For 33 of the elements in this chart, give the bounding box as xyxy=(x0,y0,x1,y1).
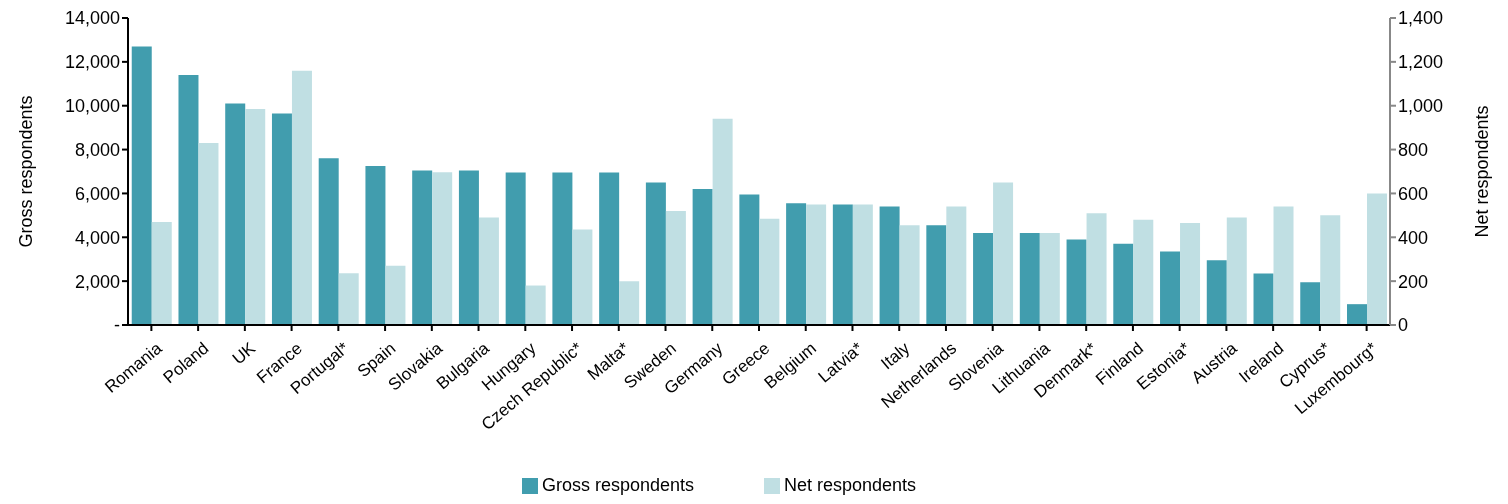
y2-tick-label: 400 xyxy=(1398,227,1429,248)
x-tick-label: UK xyxy=(228,338,260,369)
y2-tick-label: 1,200 xyxy=(1398,52,1444,73)
y2-tick-label: 600 xyxy=(1398,183,1429,204)
y2-tick-label: 1,000 xyxy=(1398,96,1444,117)
bar xyxy=(338,273,359,325)
bar xyxy=(599,172,620,325)
bar xyxy=(1347,304,1367,325)
y-tick-label: 10,000 xyxy=(64,96,120,117)
bar xyxy=(318,158,339,325)
y2-tick-label: 1,400 xyxy=(1398,8,1444,29)
bar xyxy=(365,166,386,325)
legend-label: Gross respondents xyxy=(541,475,694,495)
y-axis-title: Gross respondents xyxy=(16,95,37,248)
y-tick-label: 4,000 xyxy=(74,227,120,248)
bar xyxy=(1320,215,1341,325)
bar xyxy=(131,46,152,325)
y2-tick-label: 200 xyxy=(1398,271,1429,292)
y-tick-label: 12,000 xyxy=(64,52,120,73)
bar xyxy=(505,172,526,325)
bar xyxy=(619,281,640,325)
y2-tick-label: 800 xyxy=(1398,139,1429,160)
bar xyxy=(1367,193,1387,325)
y2-tick-label: 0 xyxy=(1398,315,1409,336)
bar xyxy=(525,285,546,325)
legend-label: Net respondents xyxy=(783,475,917,495)
y2-axis-title: Net respondents xyxy=(1472,105,1493,238)
y-tick-label: 14,000 xyxy=(64,8,120,29)
y-tick-label: 8,000 xyxy=(74,139,120,160)
y-tick-label: - xyxy=(114,315,120,336)
bar xyxy=(1273,206,1294,325)
y-tick-label: 2,000 xyxy=(74,271,120,292)
y-tick-label: 6,000 xyxy=(74,183,120,204)
